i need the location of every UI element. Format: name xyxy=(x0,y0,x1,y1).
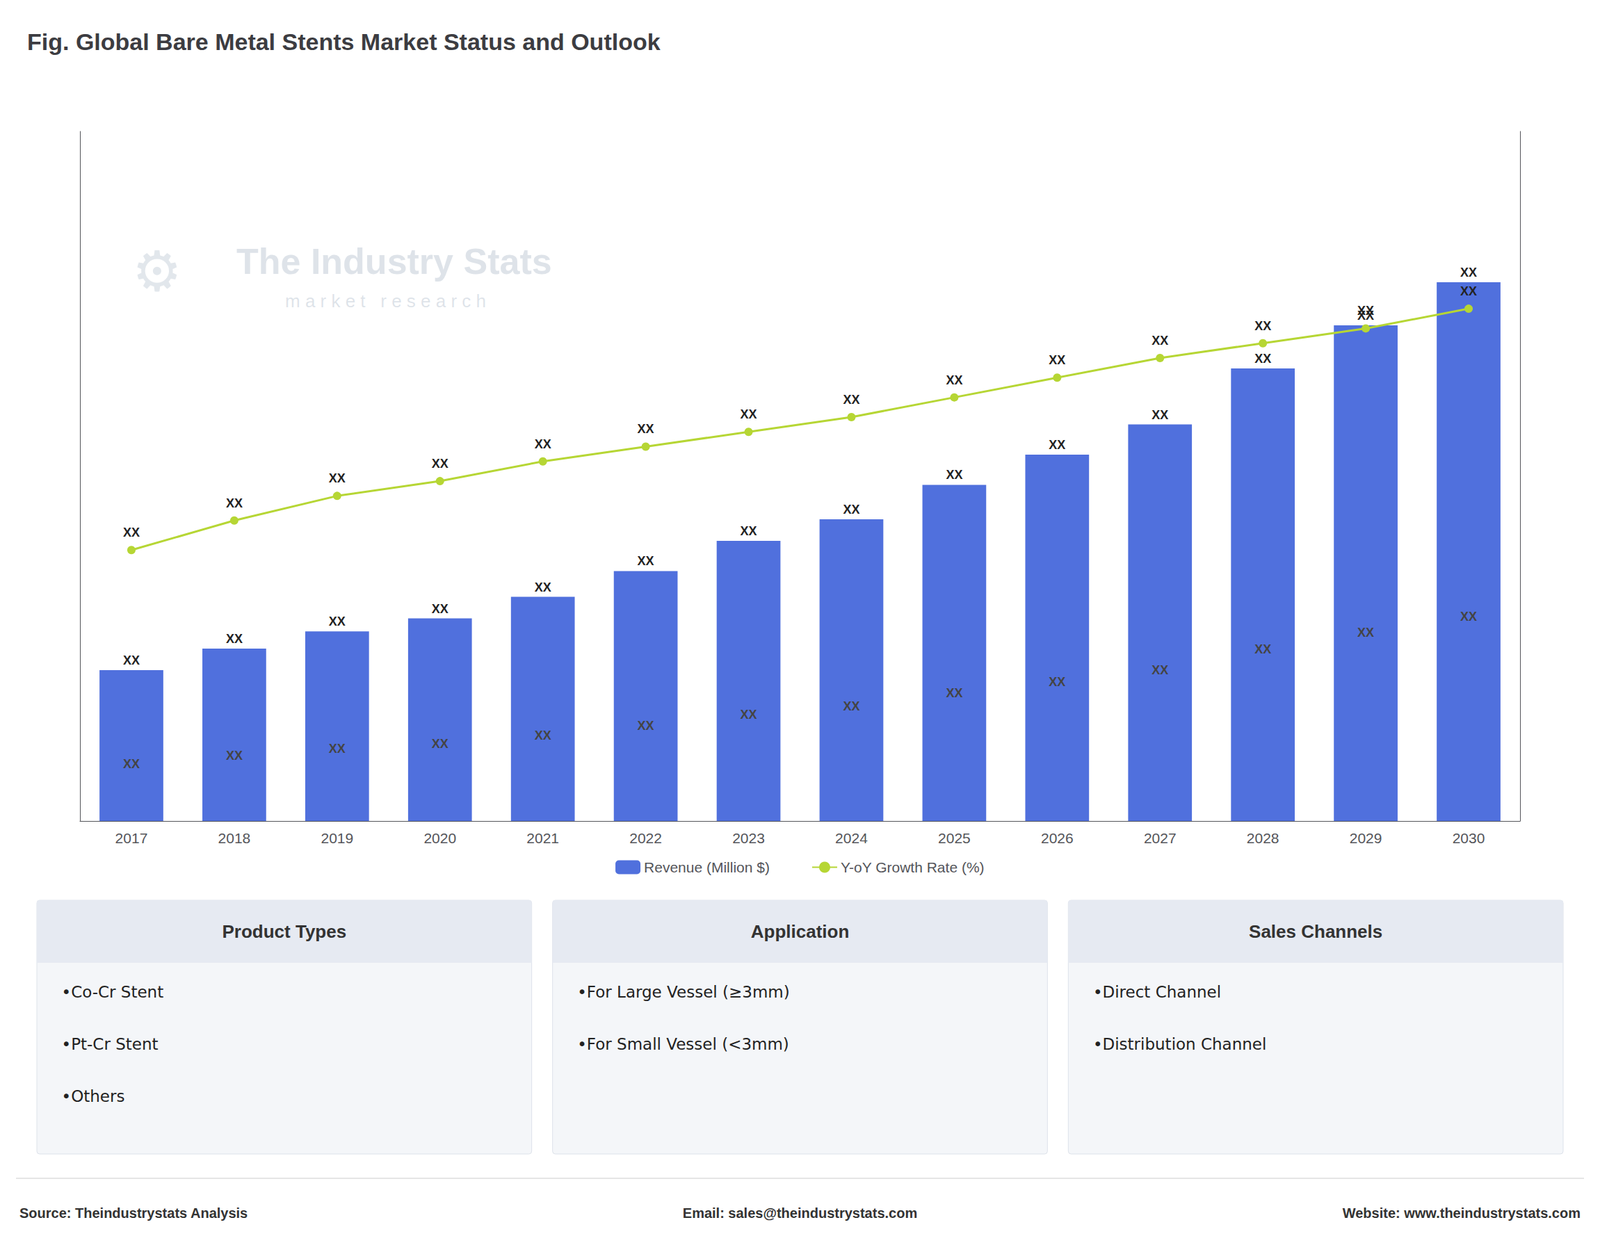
svg-text:•Others: •Others xyxy=(61,1087,126,1106)
svg-text:Product Types: Product Types xyxy=(221,921,347,943)
svg-text:The Industry Stats: The Industry Stats xyxy=(236,241,553,282)
svg-text:•For Large Vessel (≥3mm): •For Large Vessel (≥3mm) xyxy=(577,983,790,1002)
svg-text:XX: XX xyxy=(740,407,758,422)
svg-text:2025: 2025 xyxy=(938,830,971,847)
svg-text:Sales Channels: Sales Channels xyxy=(1248,921,1383,943)
svg-text:XX: XX xyxy=(1357,625,1375,640)
svg-text:XX: XX xyxy=(1254,351,1272,366)
svg-text:XX: XX xyxy=(740,707,758,722)
svg-text:Source: Theindustrystats Analy: Source: Theindustrystats Analysis xyxy=(19,1205,248,1222)
svg-text:XX: XX xyxy=(1048,353,1066,368)
svg-text:XX: XX xyxy=(1048,675,1066,690)
svg-text:2026: 2026 xyxy=(1040,830,1074,847)
svg-text:XX: XX xyxy=(431,602,449,617)
svg-text:⚙: ⚙ xyxy=(132,239,183,304)
svg-text:XX: XX xyxy=(945,373,963,388)
svg-text:•Co-Cr Stent: •Co-Cr Stent xyxy=(61,983,165,1002)
svg-text:2030: 2030 xyxy=(1452,830,1486,847)
svg-text:XX: XX xyxy=(534,580,552,595)
svg-text:Website: www.theindustrystats.: Website: www.theindustrystats.com xyxy=(1342,1205,1581,1222)
svg-text:XX: XX xyxy=(740,524,758,539)
svg-text:XX: XX xyxy=(225,632,243,646)
svg-text:XX: XX xyxy=(1254,642,1272,657)
svg-text:XX: XX xyxy=(945,467,963,482)
svg-text:2023: 2023 xyxy=(732,830,765,847)
svg-text:XX: XX xyxy=(328,614,346,629)
svg-text:2027: 2027 xyxy=(1143,830,1177,847)
svg-text:XX: XX xyxy=(225,496,243,511)
svg-text:XX: XX xyxy=(842,392,860,407)
svg-text:•Pt-Cr Stent: •Pt-Cr Stent xyxy=(61,1035,159,1054)
svg-text:XX: XX xyxy=(1151,408,1169,423)
svg-text:XX: XX xyxy=(1357,303,1375,318)
svg-text:2028: 2028 xyxy=(1246,830,1280,847)
svg-text:•For Small Vessel (<3mm): •For Small Vessel (<3mm) xyxy=(577,1035,790,1054)
svg-text:m a r k e t r e s e a r c h: m a r k e t r e s e a r c h xyxy=(285,290,487,312)
svg-text:XX: XX xyxy=(123,653,140,668)
svg-text:Fig. Global Bare Metal Stents: Fig. Global Bare Metal Stents Market Sta… xyxy=(27,28,661,55)
svg-text:XX: XX xyxy=(328,471,346,486)
svg-text:•Distribution Channel: •Distribution Channel xyxy=(1093,1035,1267,1054)
svg-text:2020: 2020 xyxy=(423,830,457,847)
svg-text:XX: XX xyxy=(225,748,243,763)
svg-text:2022: 2022 xyxy=(629,830,662,847)
svg-text:XX: XX xyxy=(637,554,655,569)
svg-text:2024: 2024 xyxy=(835,830,868,847)
svg-text:•Direct Channel: •Direct Channel xyxy=(1093,983,1222,1002)
svg-text:XX: XX xyxy=(431,737,449,751)
svg-text:Y-oY Growth Rate (%): Y-oY Growth Rate (%) xyxy=(840,859,985,876)
svg-text:2018: 2018 xyxy=(218,830,252,847)
svg-text:2021: 2021 xyxy=(526,830,560,847)
svg-text:XX: XX xyxy=(637,718,655,733)
svg-text:Revenue (Million $): Revenue (Million $) xyxy=(643,859,770,876)
svg-text:XX: XX xyxy=(1151,333,1169,348)
svg-text:XX: XX xyxy=(842,502,860,517)
svg-text:XX: XX xyxy=(945,686,963,701)
svg-text:XX: XX xyxy=(123,525,140,540)
svg-text:XX: XX xyxy=(534,728,552,743)
svg-text:XX: XX xyxy=(1460,609,1477,624)
svg-text:XX: XX xyxy=(637,422,655,436)
svg-text:XX: XX xyxy=(534,437,552,452)
svg-text:XX: XX xyxy=(328,741,346,756)
svg-text:XX: XX xyxy=(1151,663,1169,678)
svg-text:XX: XX xyxy=(1460,265,1477,280)
svg-text:Email: sales@theindustrystats.: Email: sales@theindustrystats.com xyxy=(682,1205,918,1222)
svg-text:2019: 2019 xyxy=(320,830,354,847)
svg-text:XX: XX xyxy=(431,456,449,471)
svg-text:2029: 2029 xyxy=(1349,830,1383,847)
svg-text:Application: Application xyxy=(750,921,850,943)
svg-text:XX: XX xyxy=(1460,284,1477,299)
svg-text:XX: XX xyxy=(1254,319,1272,334)
svg-text:XX: XX xyxy=(1048,438,1066,452)
svg-text:2017: 2017 xyxy=(115,830,149,847)
svg-text:XX: XX xyxy=(123,757,140,772)
svg-text:XX: XX xyxy=(842,699,860,714)
